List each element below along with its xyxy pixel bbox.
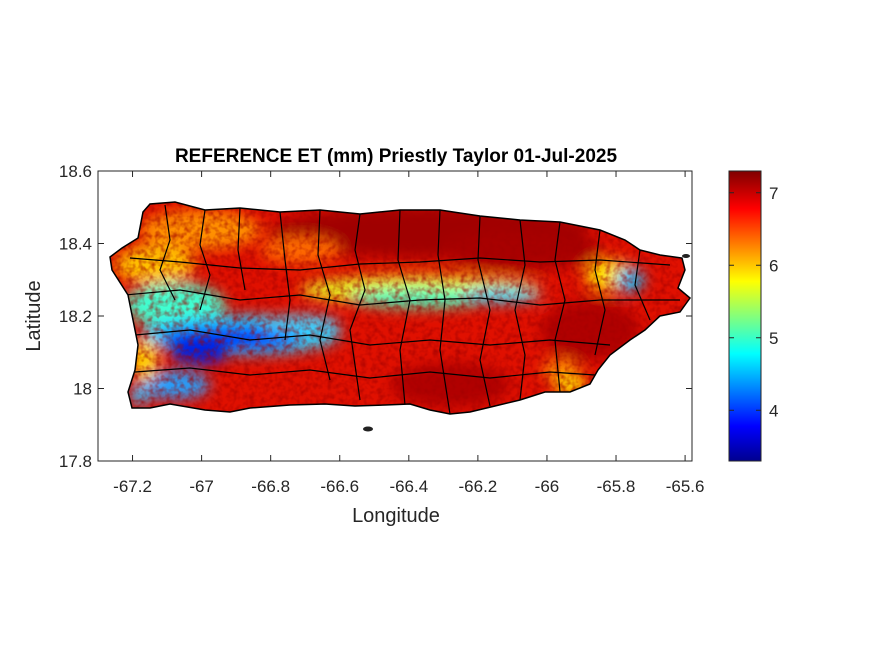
y-tick-label: 17.8 xyxy=(59,452,92,471)
x-tick-label: -66.8 xyxy=(251,477,290,496)
y-axis-label: Latitude xyxy=(23,280,45,351)
x-tick-label: -67 xyxy=(189,477,214,496)
colorbar-tick-label: 7 xyxy=(769,184,778,203)
x-tick-label: -65.6 xyxy=(666,477,705,496)
x-tick-label: -67.2 xyxy=(113,477,152,496)
islet xyxy=(363,426,373,432)
y-tick-label: 18.6 xyxy=(59,162,92,181)
y-tick-label: 18 xyxy=(73,380,92,399)
municipality-boundaries xyxy=(124,204,680,414)
x-axis-ticks: -67.2 -67 -66.8 -66.6 -66.4 -66.2 -66 -65.8 -65.… xyxy=(113,171,704,496)
y-tick-label: 18.4 xyxy=(59,235,92,254)
colorbar-tick-label: 4 xyxy=(769,401,778,420)
y-axis-ticks: 17.8 18 18.2 18.4 18.6 xyxy=(59,162,692,471)
colorbar-tick-label: 6 xyxy=(769,256,778,275)
x-axis-label: Longitude xyxy=(352,505,440,527)
chart-title: REFERENCE ET (mm) Priestly Taylor 01-Jul… xyxy=(175,146,617,167)
x-tick-label: -66.6 xyxy=(320,477,359,496)
x-tick-label: -65.8 xyxy=(597,477,636,496)
x-tick-label: -66.4 xyxy=(389,477,428,496)
y-tick-label: 18.2 xyxy=(59,307,92,326)
colorbar-ticks: 4 5 6 7 xyxy=(729,184,778,420)
x-tick-label: -66.2 xyxy=(459,477,498,496)
x-tick-label: -66 xyxy=(535,477,560,496)
colorbar xyxy=(728,170,762,462)
colorbar-tick-label: 5 xyxy=(769,329,778,348)
islet xyxy=(682,254,690,258)
